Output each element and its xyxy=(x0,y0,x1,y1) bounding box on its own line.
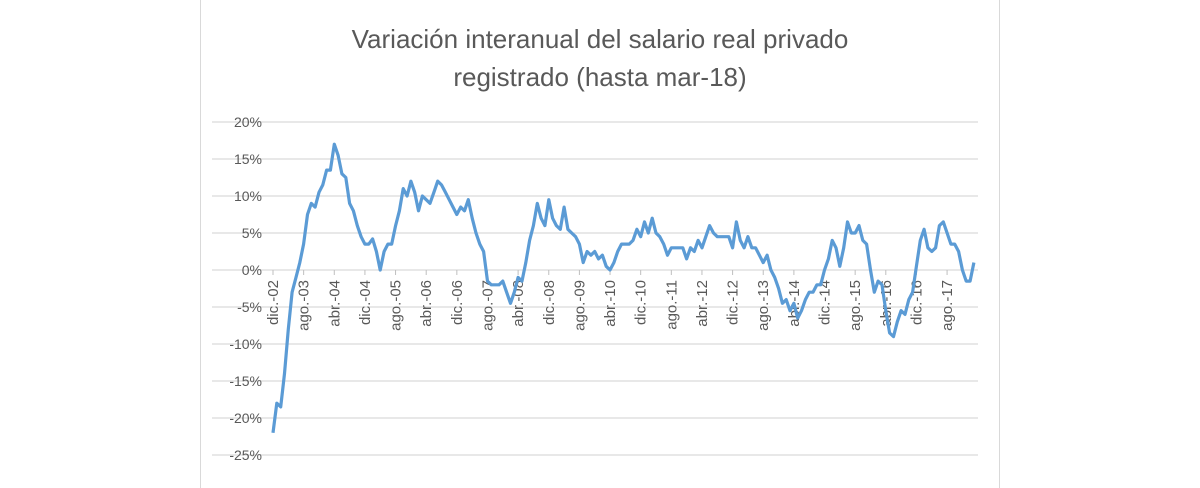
y-tick-label: 10% xyxy=(234,188,262,204)
x-tick-label: ago.-11 xyxy=(663,280,680,330)
chart-title-line-1: Variación interanual del salario real pr… xyxy=(351,24,849,54)
x-tick-label: abr.-10 xyxy=(602,280,619,327)
y-tick-label: 5% xyxy=(242,225,262,241)
x-tick-label: dic.-08 xyxy=(541,280,558,325)
x-tick-label: ago.-17 xyxy=(939,280,956,331)
y-tick-label: -20% xyxy=(229,410,262,426)
series-line xyxy=(271,142,976,434)
y-tick-label: 15% xyxy=(234,151,262,167)
y-tick-label: 20% xyxy=(234,114,262,130)
x-tick-label: dic.-06 xyxy=(449,280,466,325)
chart-area xyxy=(200,0,1000,488)
x-tick-label: ago.-09 xyxy=(571,280,588,331)
y-tick-label: -25% xyxy=(229,447,262,463)
x-tick-label: ago.-07 xyxy=(479,280,496,331)
x-tick-label: dic.-10 xyxy=(633,280,650,325)
chart-title-line-2: registrado (hasta mar-18) xyxy=(453,62,747,92)
x-tick-label: abr.-08 xyxy=(510,280,527,327)
x-tick-label: ago.-15 xyxy=(847,280,864,331)
x-tick-label: dic.-14 xyxy=(817,280,834,325)
x-tick-label: dic.-16 xyxy=(908,280,925,325)
y-tick-label: -15% xyxy=(229,373,262,389)
x-tick-label: dic.-02 xyxy=(265,280,282,325)
x-tick-label: ago.-13 xyxy=(755,280,772,331)
x-tick-label: dic.-12 xyxy=(725,280,742,325)
x-tick-label: ago.-05 xyxy=(388,280,405,331)
x-tick-label: abr.-04 xyxy=(326,280,343,327)
y-tick-label: -10% xyxy=(229,336,262,352)
x-tick-label: abr.-12 xyxy=(694,280,711,327)
y-tick-label: -5% xyxy=(237,299,262,315)
x-tick-label: dic.-04 xyxy=(357,280,374,325)
x-tick-label: ago.-03 xyxy=(296,280,313,331)
chart-title: Variación interanual del salario real pr… xyxy=(200,20,1000,96)
y-tick-label: 0% xyxy=(242,262,262,278)
x-tick-label: abr.-06 xyxy=(418,280,435,327)
